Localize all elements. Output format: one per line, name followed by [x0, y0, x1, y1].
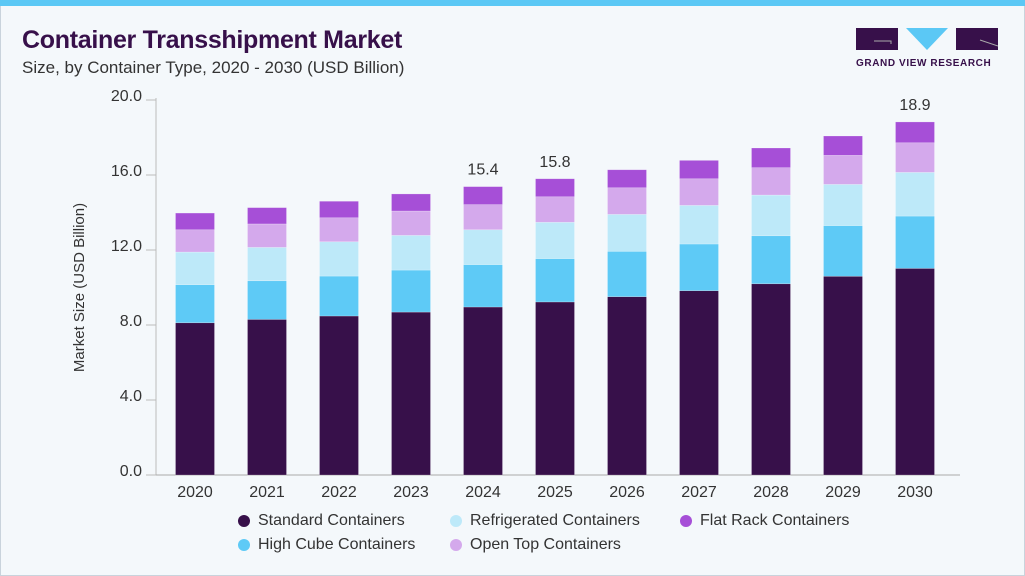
- bar-segment-open-top-containers: [679, 178, 719, 206]
- accent-bar: [0, 0, 1025, 6]
- bar-segment-refrigerated-containers: [319, 241, 359, 277]
- chart-title: Container Transshipment Market: [22, 26, 402, 54]
- bar-segment-flat-rack-containers: [319, 200, 359, 219]
- legend-label: Refrigerated Containers: [470, 512, 640, 529]
- bar-segment-flat-rack-containers: [895, 121, 935, 144]
- bar-segment-refrigerated-containers: [391, 235, 431, 271]
- bar-segment-flat-rack-containers: [391, 193, 431, 212]
- bar-segment-refrigerated-containers: [247, 247, 287, 282]
- bar-segment-standard-containers: [175, 322, 215, 476]
- legend-dot: [238, 515, 250, 527]
- x-tick-label: 2025: [537, 484, 573, 501]
- x-tick-label: 2024: [465, 484, 501, 501]
- y-tick-label: 0.0: [120, 463, 142, 480]
- bar-segment-high-cube-containers: [175, 284, 215, 324]
- bar-segment-open-top-containers: [175, 229, 215, 253]
- legend-dot: [238, 539, 250, 551]
- y-tick-label: 16.0: [111, 163, 142, 180]
- x-tick-label: 2022: [321, 484, 357, 501]
- y-tick-label: 8.0: [120, 313, 142, 330]
- bar-segment-standard-containers: [895, 268, 935, 476]
- bar-segment-high-cube-containers: [895, 215, 935, 269]
- x-tick-label: 2020: [177, 484, 213, 501]
- bar-segment-refrigerated-containers: [535, 221, 575, 259]
- bar-segment-refrigerated-containers: [895, 172, 935, 217]
- bar-segment-refrigerated-containers: [607, 214, 647, 252]
- bar-segment-high-cube-containers: [535, 258, 575, 303]
- bar-segment-refrigerated-containers: [463, 229, 503, 265]
- bar-segment-flat-rack-containers: [175, 212, 215, 231]
- bar-segment-standard-containers: [463, 306, 503, 476]
- bar-segment-flat-rack-containers: [751, 147, 791, 168]
- logo-text: GRAND VIEW RESEARCH: [856, 58, 992, 69]
- legend-label: Open Top Containers: [470, 536, 621, 553]
- bar-segment-open-top-containers: [751, 167, 791, 196]
- bar-segment-open-top-containers: [319, 217, 359, 243]
- bar-segment-standard-containers: [391, 311, 431, 476]
- bar-segment-flat-rack-containers: [535, 178, 575, 198]
- bar-segment-open-top-containers: [247, 223, 287, 248]
- bar-segment-high-cube-containers: [823, 225, 863, 277]
- bar-segment-high-cube-containers: [679, 243, 719, 291]
- y-tick-label: 20.0: [111, 88, 142, 105]
- legend-item-open-top: Open Top Containers: [450, 536, 621, 554]
- legend-dot: [450, 515, 462, 527]
- x-tick-label: 2026: [609, 484, 645, 501]
- y-axis-label: Market Size (USD Billion): [71, 203, 88, 372]
- bar-segment-standard-containers: [319, 315, 359, 476]
- bar-segment-refrigerated-containers: [679, 205, 719, 245]
- legend-label: High Cube Containers: [258, 536, 416, 553]
- bar-segment-flat-rack-containers: [679, 160, 719, 180]
- bar-segment-high-cube-containers: [463, 264, 503, 308]
- bar-segment-flat-rack-containers: [607, 169, 647, 189]
- bar-segment-refrigerated-containers: [751, 194, 791, 237]
- x-tick-label: 2028: [753, 484, 789, 501]
- legend-item-standard: Standard Containers: [238, 512, 405, 530]
- bar-segment-high-cube-containers: [319, 275, 359, 317]
- gvr-logo: [856, 28, 998, 50]
- legend-dot: [450, 539, 462, 551]
- bar-segment-high-cube-containers: [751, 235, 791, 285]
- bar-segment-open-top-containers: [391, 210, 431, 236]
- x-tick-label: 2030: [897, 484, 933, 501]
- bar-segment-open-top-containers: [823, 155, 863, 185]
- bar-segment-standard-containers: [607, 296, 647, 476]
- legend-label: Standard Containers: [258, 512, 405, 529]
- bar-segment-open-top-containers: [535, 196, 575, 223]
- bar-segment-standard-containers: [751, 283, 791, 476]
- data-label: 15.4: [467, 162, 498, 179]
- bar-segment-high-cube-containers: [247, 280, 287, 320]
- y-tick-label: 4.0: [120, 388, 142, 405]
- x-tick-label: 2027: [681, 484, 717, 501]
- legend-item-refrigerated: Refrigerated Containers: [450, 512, 640, 530]
- legend-item-high-cube: High Cube Containers: [238, 536, 415, 554]
- bar-segment-high-cube-containers: [391, 269, 431, 313]
- bar-segment-high-cube-containers: [607, 251, 647, 297]
- data-label: 15.8: [539, 154, 570, 171]
- legend-dot: [680, 515, 692, 527]
- bar-segment-open-top-containers: [895, 142, 935, 173]
- x-tick-label: 2023: [393, 484, 429, 501]
- x-tick-label: 2029: [825, 484, 861, 501]
- data-label: 18.9: [899, 97, 930, 114]
- chart-subtitle: Size, by Container Type, 2020 - 2030 (US…: [22, 58, 405, 77]
- legend-label: Flat Rack Containers: [700, 512, 850, 529]
- bar-segment-open-top-containers: [607, 187, 647, 215]
- bar-segment-refrigerated-containers: [823, 184, 863, 226]
- bar-segment-standard-containers: [823, 275, 863, 476]
- bar-segment-refrigerated-containers: [175, 251, 215, 285]
- bar-segment-standard-containers: [679, 290, 719, 476]
- legend-item-flat-rack: Flat Rack Containers: [680, 512, 849, 530]
- bar-segment-flat-rack-containers: [247, 207, 287, 225]
- y-tick-label: 12.0: [111, 238, 142, 255]
- bar-segment-flat-rack-containers: [463, 186, 503, 205]
- bar-segment-flat-rack-containers: [823, 135, 863, 156]
- bar-segment-open-top-containers: [463, 204, 503, 231]
- x-tick-label: 2021: [249, 484, 285, 501]
- bar-segment-standard-containers: [247, 319, 287, 476]
- bar-segment-standard-containers: [535, 301, 575, 476]
